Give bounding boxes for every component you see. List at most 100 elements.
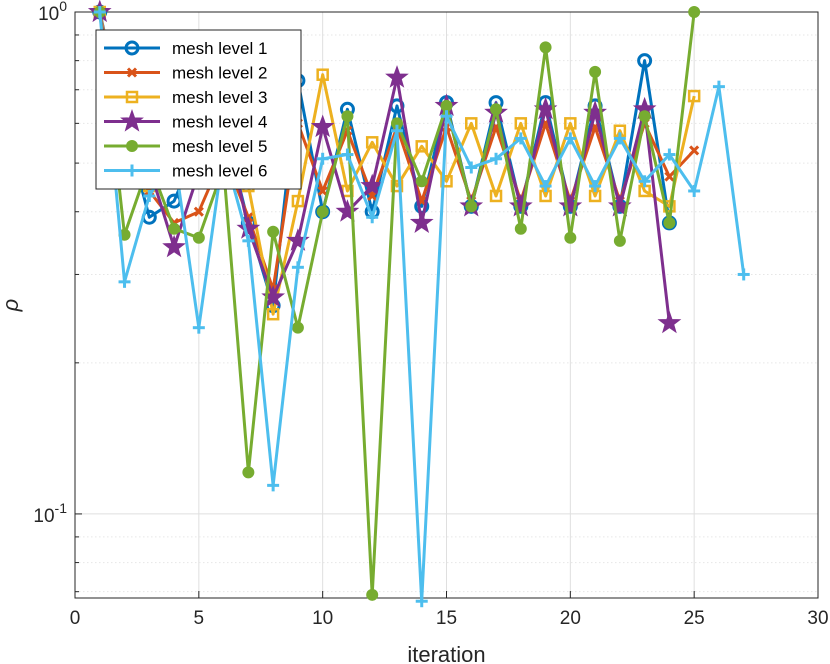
data-point (367, 190, 378, 202)
data-point (365, 136, 379, 149)
data-point (409, 210, 434, 234)
x-axis-label: iteration (407, 642, 485, 664)
legend-label: mesh level 1 (172, 39, 267, 58)
y-axis-label: ρ (0, 299, 23, 313)
data-point (688, 184, 701, 197)
data-point (637, 53, 653, 69)
data-point (465, 161, 478, 174)
data-point (335, 199, 360, 222)
x-tick-label: 0 (70, 608, 81, 629)
x-tick-label: 15 (436, 608, 457, 629)
data-point (687, 89, 701, 103)
legend-marker (124, 40, 140, 56)
data-point (440, 110, 453, 123)
data-point (514, 117, 528, 130)
data-point (613, 132, 626, 145)
data-point (415, 175, 428, 188)
data-point (613, 234, 626, 247)
data-point (663, 148, 676, 161)
data-point (366, 211, 379, 224)
data-point (310, 114, 335, 138)
data-point (162, 234, 186, 258)
data-point (143, 189, 156, 202)
data-point (688, 6, 701, 18)
data-point (712, 80, 725, 93)
data-point (440, 175, 453, 188)
data-point (737, 268, 750, 281)
y-tick-label: 10-1 (33, 500, 67, 527)
data-point (341, 110, 354, 123)
data-point (316, 205, 329, 218)
data-point (589, 65, 602, 78)
series-6 (93, 6, 750, 608)
data-point (508, 193, 533, 217)
legend-marker (120, 108, 144, 132)
x-tick-label: 25 (684, 608, 705, 629)
data-point (465, 200, 478, 213)
data-point (440, 99, 453, 112)
legend-label: mesh level 3 (172, 88, 267, 107)
data-point (242, 234, 255, 247)
data-point (236, 216, 261, 239)
data-point (93, 6, 106, 18)
data-point (168, 222, 181, 235)
legend-entry: mesh level 3 (104, 88, 267, 107)
data-point (317, 185, 328, 197)
data-point (291, 321, 304, 334)
data-point (539, 180, 552, 193)
data-point (663, 216, 676, 229)
y-axis: 10-1 100 (33, 0, 82, 593)
series-5 (93, 6, 701, 601)
legend-box (95, 29, 302, 190)
legend-marker (126, 140, 138, 152)
x-axis: 0 5 10 15 20 25 30 (70, 591, 829, 629)
data-point (242, 466, 255, 479)
data-point (193, 206, 204, 217)
legend-marker (126, 67, 138, 78)
data-point (267, 225, 280, 238)
data-point (489, 189, 503, 203)
data-point (192, 231, 205, 244)
legend-entry: mesh level 2 (104, 64, 267, 83)
data-point (266, 307, 280, 321)
data-point (564, 117, 577, 130)
legend-label: mesh level 2 (172, 64, 267, 83)
legend-label: mesh level 4 (172, 113, 267, 132)
legend-label: mesh level 6 (172, 162, 267, 181)
legend-marker (125, 90, 139, 104)
data-point (291, 194, 305, 208)
data-point (564, 132, 577, 145)
data-point (564, 231, 577, 244)
data-point (390, 124, 403, 137)
data-point (583, 100, 608, 123)
data-point (589, 180, 602, 193)
data-point (558, 193, 583, 217)
data-point (638, 175, 651, 188)
data-point (267, 479, 280, 492)
data-point (366, 588, 379, 601)
y-tick-label: 100 (38, 0, 67, 25)
data-point (514, 222, 527, 235)
x-tick-label: 30 (807, 608, 828, 629)
data-point (291, 261, 304, 274)
data-point (118, 275, 131, 288)
data-point (316, 68, 329, 81)
data-point (316, 152, 329, 165)
data-point (689, 145, 700, 156)
data-point (415, 595, 428, 608)
data-point (539, 41, 552, 54)
data-point (514, 132, 527, 145)
data-point (638, 110, 651, 123)
data-point (390, 179, 404, 193)
x-tick-label: 5 (194, 608, 205, 629)
legend-entry: mesh level 1 (104, 39, 267, 58)
data-point (490, 152, 503, 165)
legend-entry: mesh level 4 (104, 108, 267, 132)
data-point (657, 310, 682, 334)
data-point (415, 140, 428, 153)
data-point (490, 103, 503, 116)
data-point (664, 171, 675, 182)
x-tick-label: 20 (560, 608, 581, 629)
data-point (192, 321, 205, 334)
